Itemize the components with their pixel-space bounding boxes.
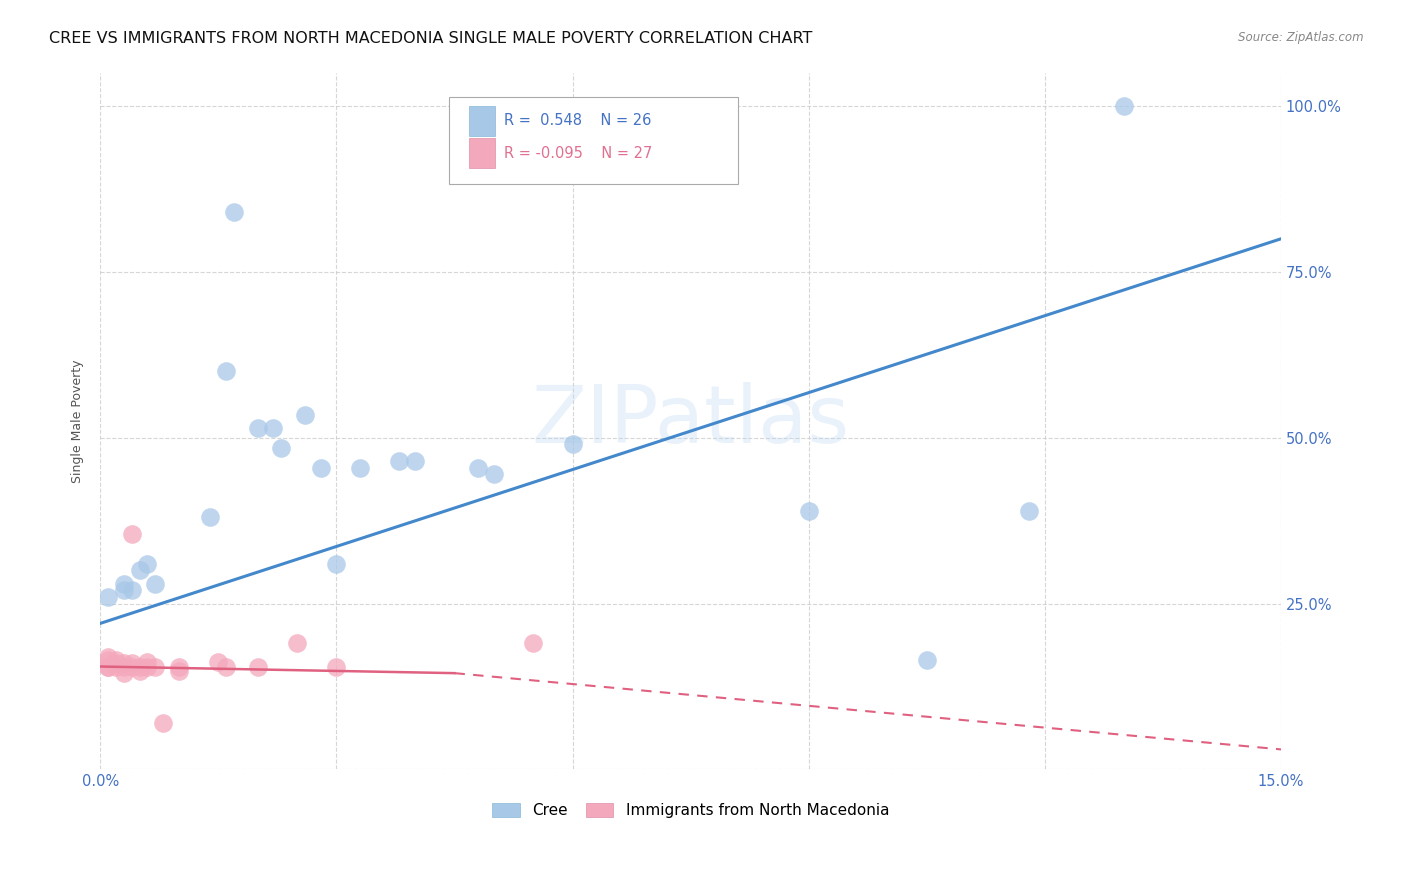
Point xyxy=(121,583,143,598)
Point xyxy=(121,656,143,670)
Point xyxy=(270,441,292,455)
Text: ZIPatlas: ZIPatlas xyxy=(531,382,849,460)
Point xyxy=(467,460,489,475)
FancyBboxPatch shape xyxy=(468,106,495,136)
Point xyxy=(1018,503,1040,517)
Point xyxy=(112,659,135,673)
Text: R =  0.548    N = 26: R = 0.548 N = 26 xyxy=(505,113,651,128)
Text: R = -0.095    N = 27: R = -0.095 N = 27 xyxy=(505,146,652,161)
Point xyxy=(215,364,238,378)
Point xyxy=(97,653,120,667)
Point xyxy=(112,576,135,591)
Point xyxy=(112,656,135,670)
Point xyxy=(325,659,347,673)
Point xyxy=(128,563,150,577)
Y-axis label: Single Male Poverty: Single Male Poverty xyxy=(72,359,84,483)
Point xyxy=(797,503,820,517)
Point xyxy=(285,636,308,650)
Point xyxy=(97,590,120,604)
Text: CREE VS IMMIGRANTS FROM NORTH MACEDONIA SINGLE MALE POVERTY CORRELATION CHART: CREE VS IMMIGRANTS FROM NORTH MACEDONIA … xyxy=(49,31,813,46)
Text: Source: ZipAtlas.com: Source: ZipAtlas.com xyxy=(1239,31,1364,45)
Point xyxy=(561,437,583,451)
Point xyxy=(128,659,150,673)
Point xyxy=(143,659,166,673)
Point xyxy=(121,659,143,673)
Point xyxy=(404,454,426,468)
Point xyxy=(167,664,190,678)
Point xyxy=(215,659,238,673)
Point xyxy=(97,649,120,664)
Point xyxy=(325,557,347,571)
Point xyxy=(207,655,229,669)
Point xyxy=(246,659,269,673)
Point xyxy=(97,659,120,673)
Point xyxy=(104,653,127,667)
FancyBboxPatch shape xyxy=(449,97,738,185)
Point xyxy=(121,527,143,541)
Point xyxy=(388,454,411,468)
Point xyxy=(167,659,190,673)
FancyBboxPatch shape xyxy=(468,138,495,169)
Point xyxy=(136,557,159,571)
Point xyxy=(152,715,174,730)
Point xyxy=(262,421,284,435)
Point xyxy=(112,666,135,681)
Point xyxy=(143,576,166,591)
Legend: Cree, Immigrants from North Macedonia: Cree, Immigrants from North Macedonia xyxy=(486,797,896,824)
Point xyxy=(104,659,127,673)
Point xyxy=(128,664,150,678)
Point xyxy=(104,656,127,670)
Point xyxy=(522,636,544,650)
Point xyxy=(309,460,332,475)
Point xyxy=(294,408,316,422)
Point xyxy=(136,655,159,669)
Point xyxy=(222,205,245,219)
Point xyxy=(246,421,269,435)
Point xyxy=(1112,99,1135,113)
Point xyxy=(482,467,505,482)
Point xyxy=(136,659,159,673)
Point xyxy=(349,460,371,475)
Point xyxy=(112,583,135,598)
Point xyxy=(915,653,938,667)
Point xyxy=(97,659,120,673)
Point xyxy=(200,510,222,524)
